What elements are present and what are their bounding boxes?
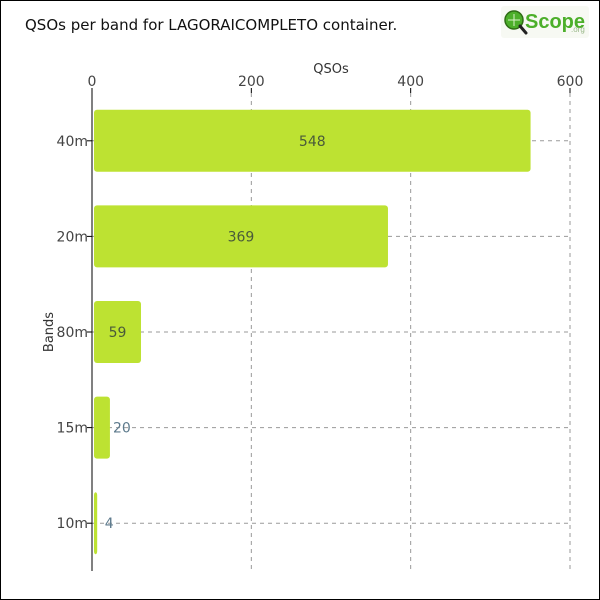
qscope-logo: Scope .org xyxy=(501,6,589,38)
x-tick-label: 400 xyxy=(397,74,424,90)
y-tick-label: 15m xyxy=(57,421,88,437)
magnifier-q-icon xyxy=(504,10,528,35)
bar-value-label: 4 xyxy=(105,516,114,532)
bar-value-label: 20 xyxy=(113,421,131,437)
bar xyxy=(94,109,531,172)
x-axis-title: QSOs xyxy=(313,62,349,77)
bar xyxy=(94,492,98,555)
y-axis-title: Bands xyxy=(42,312,57,352)
bar-value-label: 369 xyxy=(228,229,255,245)
bar xyxy=(94,301,142,363)
x-tick-label: 200 xyxy=(238,74,265,90)
chart-title: QSOs per band for LAGORAICOMPLETO contai… xyxy=(25,16,398,34)
x-tick-label: 600 xyxy=(557,74,584,90)
y-tick-label: 10m xyxy=(57,516,88,532)
y-tick-label: 20m xyxy=(57,229,88,245)
bar xyxy=(94,396,110,459)
bar-value-label: 548 xyxy=(299,134,326,150)
x-tick-label: 0 xyxy=(88,74,97,90)
logo-suffix: .org xyxy=(571,25,585,34)
logo-text: Scope xyxy=(525,11,585,33)
y-tick-label: 80m xyxy=(57,325,88,341)
bar-value-label: 59 xyxy=(109,325,127,341)
y-tick-label: 40m xyxy=(57,134,88,150)
bar xyxy=(94,205,388,268)
